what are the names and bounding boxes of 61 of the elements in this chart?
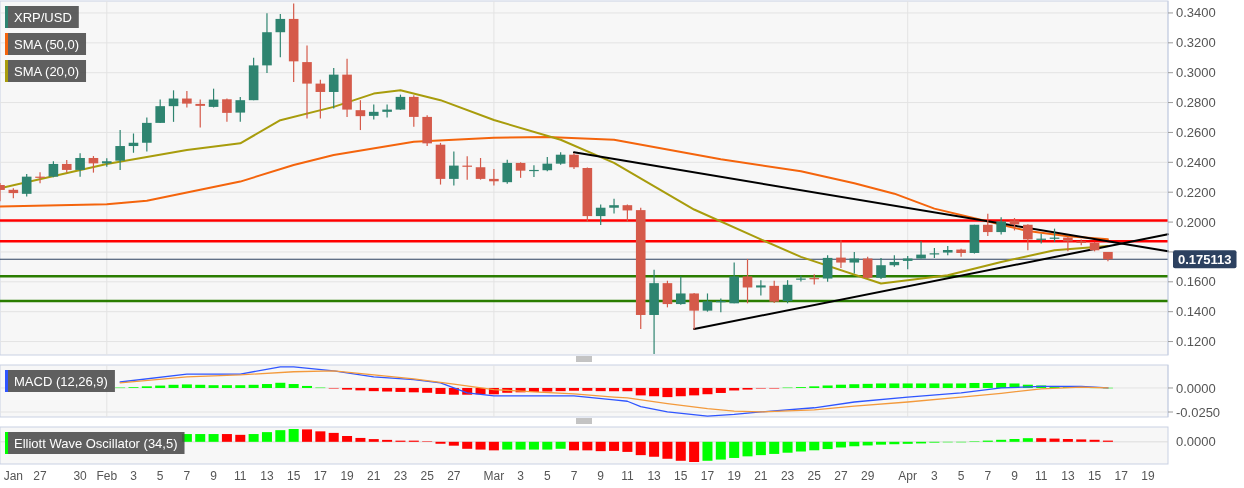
y-tick-label: 0.2600 [1176,124,1216,140]
y-tick-label: 0.2200 [1176,184,1216,200]
x-tick-label: 3 [130,469,138,483]
x-tick-label: 11 [621,469,634,483]
x-tick-label: 23 [393,469,408,483]
x-tick-label: 5 [156,469,164,483]
x-tick-label: 27 [447,469,461,483]
x-tick-label: 27 [834,469,848,483]
y-tick-label: -0.0250 [1176,404,1221,420]
x-tick-label: 13 [260,469,274,483]
x-tick-label: 21 [367,469,381,483]
x-tick-label: 19 [727,469,742,483]
ref-line-label: 0.175113 [1178,251,1232,267]
x-tick-label: 11 [234,469,247,483]
x-tick-label: 7 [570,469,578,483]
x-tick-label: 19 [340,469,355,483]
x-tick-label: 9 [597,469,605,483]
legend-label: MACD (12,26,9) [14,373,108,389]
y-tick-label: 0.1600 [1176,274,1216,290]
x-tick-label: 3 [931,469,939,483]
y-tick-label: 0.0000 [1176,380,1216,396]
x-tick-label: Apr [898,469,918,483]
x-tick-label: 29 [860,469,875,483]
x-tick-label: 15 [674,469,688,483]
x-tick-label: 13 [647,469,662,483]
legend-label: XRP/USD [14,9,72,25]
x-tick-label: 9 [1011,469,1019,483]
x-tick-label: 7 [984,469,992,483]
x-tick-label: 19 [1141,469,1155,483]
x-tick-label: 5 [543,469,551,483]
y-tick-label: 0.2000 [1176,214,1216,230]
x-tick-label: 3 [517,469,525,483]
x-tick-label: Jan [3,469,24,483]
y-tick-label: 0.1200 [1176,334,1216,350]
x-tick-label: 13 [1061,469,1075,483]
x-tick-label: 15 [286,469,301,483]
y-tick-label: 0.3400 [1176,5,1216,21]
y-tick-label: 0.2800 [1176,95,1216,111]
x-tick-label: Mar [483,469,505,483]
legend-label: Elliott Wave Oscillator (34,5) [14,435,178,451]
x-tick-label: 17 [1114,469,1129,483]
x-tick-label: 5 [957,469,965,483]
x-tick-label: 25 [420,469,435,483]
y-tick-label: 0.3200 [1176,35,1216,51]
legend-label: SMA (50,0) [14,36,80,52]
x-tick-label: 7 [183,469,191,483]
x-tick-label: 30 [73,469,88,483]
x-tick-label: 15 [1087,469,1102,483]
x-tick-label: Feb [96,469,118,483]
x-tick-label: 17 [700,469,715,483]
x-tick-label: 23 [780,469,795,483]
legend-label: SMA (20,0) [14,63,80,79]
x-tick-label: 21 [754,469,768,483]
x-tick-label: 9 [210,469,218,483]
y-tick-label: 0.3000 [1176,65,1216,81]
x-tick-label: 11 [1034,469,1048,483]
x-tick-label: 17 [313,469,328,483]
x-tick-label: 27 [33,469,48,483]
y-tick-label: 0.1400 [1176,304,1216,320]
x-tick-label: 25 [807,469,822,483]
y-tick-label: 0.2400 [1176,154,1216,170]
